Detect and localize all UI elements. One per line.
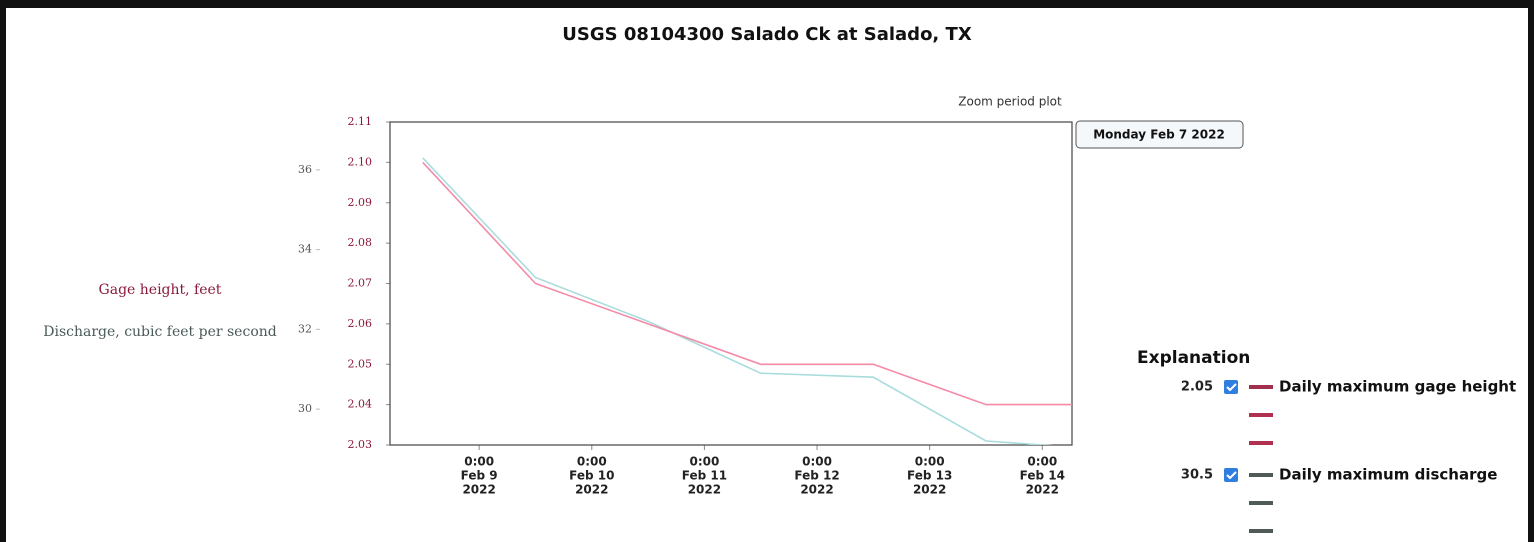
y-tick-label: 2.04	[348, 398, 373, 411]
y2-tick-label: 30	[298, 402, 312, 415]
x-tick-label: 0:00	[915, 455, 945, 469]
series-line	[422, 157, 1054, 445]
x-tick-label: 0:00	[577, 455, 607, 469]
x-tick-label: Feb 10	[569, 469, 614, 483]
y-tick-label: 2.06	[348, 317, 373, 330]
legend-swatch	[1249, 501, 1273, 505]
y-tick-label: 2.09	[348, 196, 373, 209]
x-tick-label: 0:00	[689, 455, 719, 469]
x-tick-label: 0:00	[464, 455, 494, 469]
legend-entry: Daily maximum discharge	[1279, 466, 1497, 484]
legend-swatch	[1249, 529, 1273, 533]
legend-swatch	[1249, 441, 1273, 445]
x-tick-label: Feb 12	[794, 469, 839, 483]
legend-value: 2.05	[1181, 380, 1213, 395]
legend-value: 30.5	[1181, 468, 1213, 483]
x-tick-label: Feb 11	[682, 469, 727, 483]
x-tick-label: Feb 13	[907, 469, 952, 483]
legend-check	[1226, 383, 1237, 392]
x-tick-label: 2022	[688, 483, 721, 497]
x-tick-label: 2022	[800, 483, 833, 497]
legend-swatch	[1249, 473, 1273, 477]
y-tick-label: 2.05	[348, 357, 373, 370]
y-tick-label: 2.10	[348, 155, 373, 168]
x-tick-label: Feb 14	[1020, 469, 1065, 483]
legend-title: Explanation	[1137, 348, 1250, 368]
chart-subtitle: Zoom period plot	[958, 95, 1062, 109]
legend-checkbox	[1224, 380, 1238, 394]
series-line	[422, 161, 1072, 406]
frame-left	[0, 0, 6, 542]
legend-swatch	[1249, 385, 1273, 389]
x-tick-label: 0:00	[802, 455, 832, 469]
legend-entry: Daily maximum gage height	[1279, 378, 1516, 396]
tooltip-box	[1075, 120, 1244, 149]
legend-checkbox	[1224, 468, 1238, 482]
y2-tick-label: 36	[298, 163, 312, 176]
frame-top	[0, 0, 1534, 8]
x-tick-label: 2022	[575, 483, 608, 497]
y-axis-label: Gage height, feet	[99, 282, 222, 298]
x-tick-label: 0:00	[1027, 455, 1057, 469]
legend-check	[1226, 471, 1237, 480]
y2-tick-label: 32	[298, 322, 312, 335]
y2-axis-label: Discharge, cubic feet per second	[43, 324, 276, 340]
y-tick-label: 2.07	[348, 277, 373, 290]
y-tick-label: 2.11	[348, 115, 373, 128]
y-tick-label: 2.08	[348, 236, 373, 249]
plot-area	[389, 121, 1073, 446]
chart-title: USGS 08104300 Salado Ck at Salado, TX	[562, 24, 972, 45]
x-tick-label: Feb 9	[461, 469, 498, 483]
frame-right	[1528, 0, 1534, 542]
x-tick-label: 2022	[1026, 483, 1059, 497]
tooltip: Monday Feb 7 2022	[1093, 128, 1225, 142]
legend-swatch	[1249, 413, 1273, 417]
y-tick-label: 2.03	[348, 438, 373, 451]
x-tick-label: 2022	[913, 483, 946, 497]
x-tick-label: 2022	[462, 483, 495, 497]
y2-tick-label: 34	[298, 243, 312, 256]
